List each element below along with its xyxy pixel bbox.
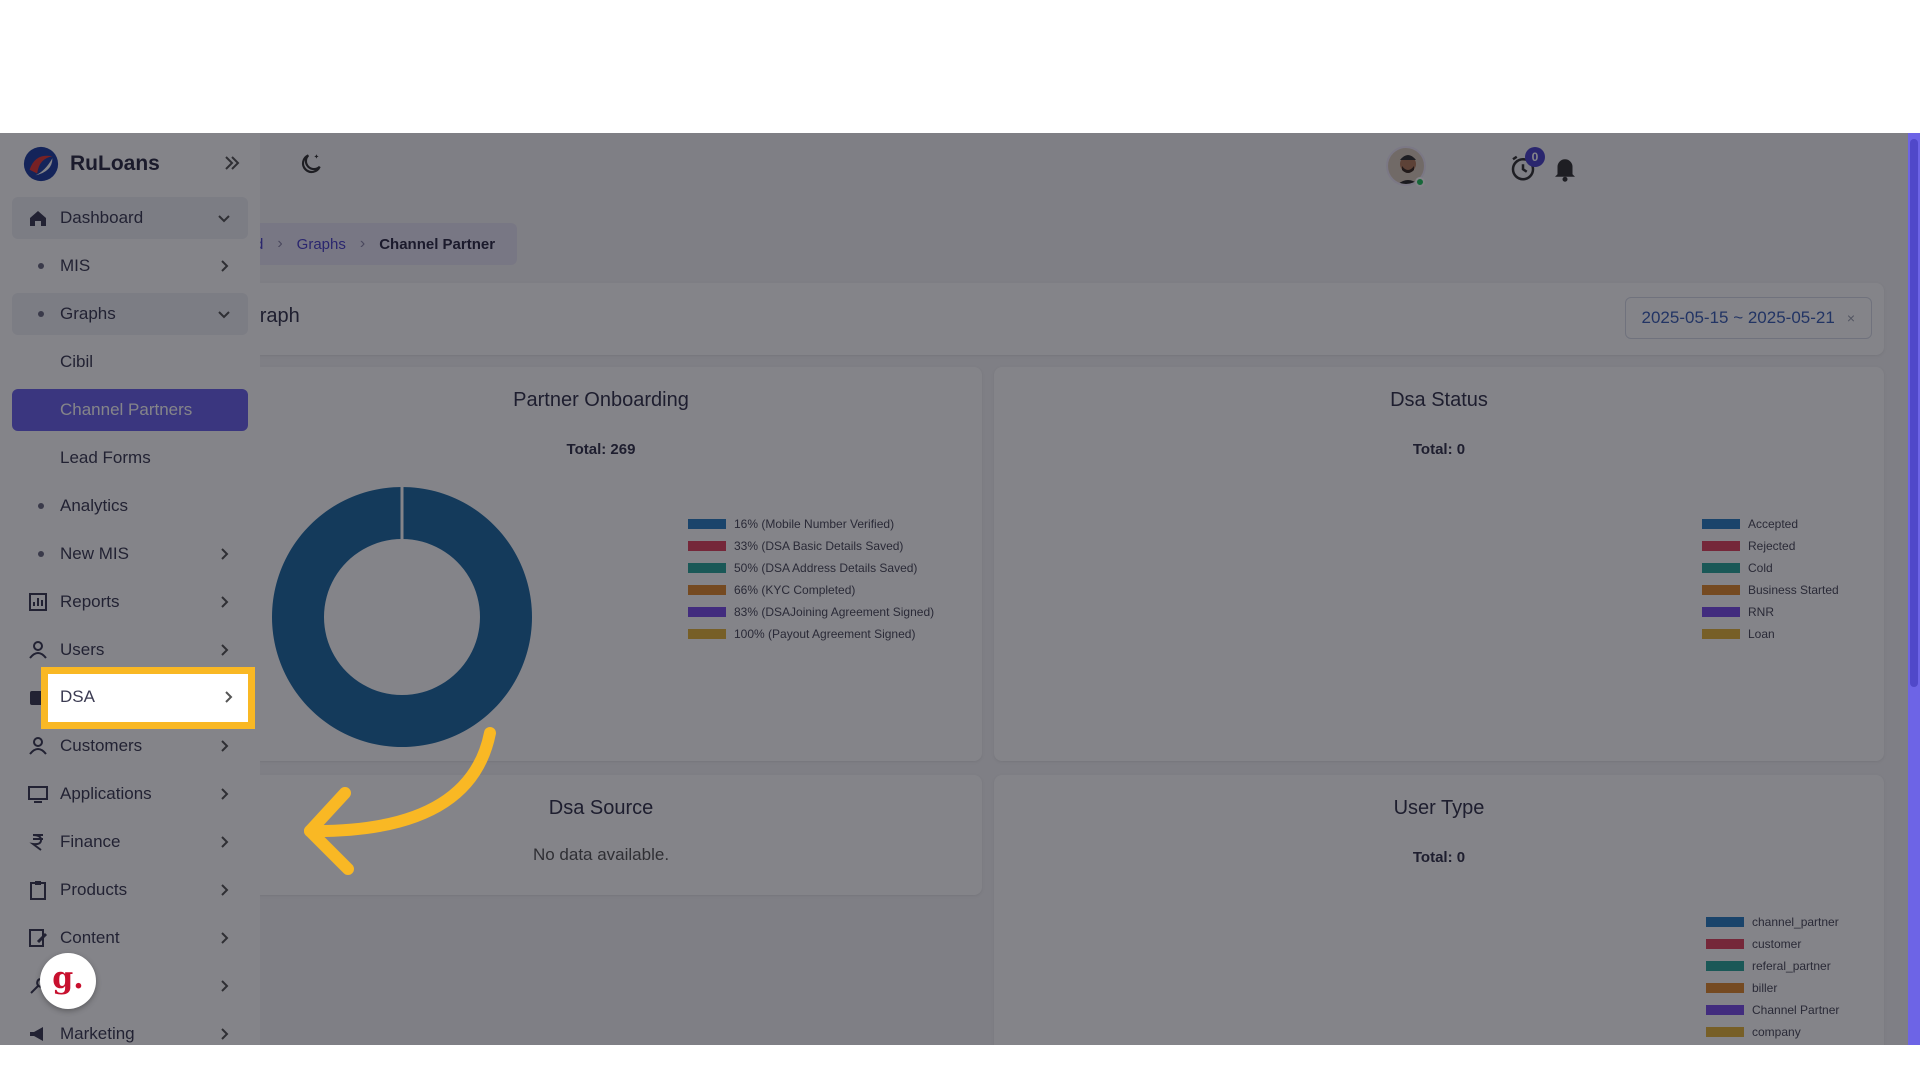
page-scrollbar[interactable]	[1908, 133, 1920, 1045]
chevron-right-icon	[225, 691, 233, 703]
app-screen: 0 rd › Graphs › Channel Partner r Graph …	[0, 133, 1920, 1045]
assistant-launcher-icon[interactable]: g.	[40, 953, 96, 1009]
sidebar-item-dsa[interactable]: DSA	[41, 667, 255, 729]
dim-overlay	[0, 133, 1908, 1045]
scrollbar-thumb[interactable]	[1910, 139, 1918, 687]
sidebar: RuLoans Dashboard MIS Graphs Cibil Chann…	[0, 133, 260, 1045]
tutorial-arrow-icon	[304, 727, 496, 875]
sidebar-dim-overlay	[0, 133, 260, 1045]
sidebar-item-label: DSA	[60, 687, 95, 706]
